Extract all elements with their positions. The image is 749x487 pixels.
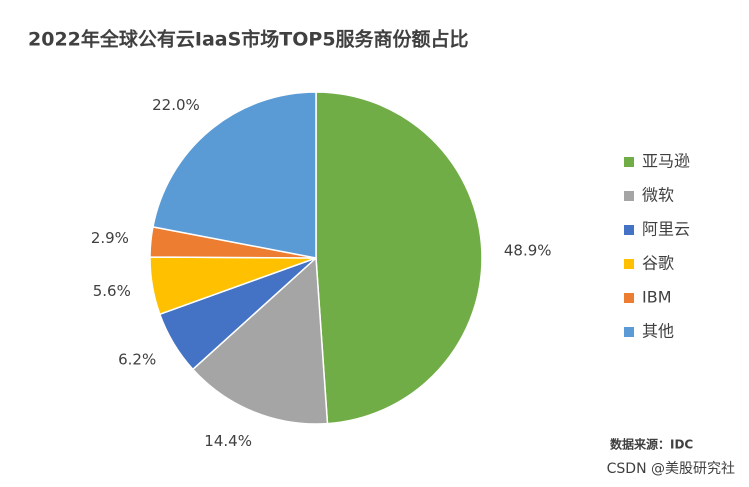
data-label: 5.6% xyxy=(93,282,131,300)
data-label: 14.4% xyxy=(204,432,252,450)
legend-swatch xyxy=(624,259,634,269)
legend-label: 微软 xyxy=(642,186,674,205)
data-label: 22.0% xyxy=(152,96,200,114)
pie-slice xyxy=(152,91,317,259)
data-label: 6.2% xyxy=(118,350,156,368)
legend-swatch xyxy=(624,293,634,303)
legend-swatch xyxy=(624,191,634,201)
data-label: 48.9% xyxy=(504,242,552,260)
watermark: CSDN @美股研究社 xyxy=(607,461,735,477)
legend-label: 阿里云 xyxy=(642,220,690,239)
source-note: 数据来源：IDC xyxy=(610,437,693,452)
legend-label: 谷歌 xyxy=(642,254,674,273)
chart-title: 2022年全球公有云IaaS市场TOP5服务商份额占比 xyxy=(28,28,469,51)
pie-slice xyxy=(315,91,483,425)
legend-swatch xyxy=(624,225,634,235)
legend-label: 亚马逊 xyxy=(642,152,690,171)
legend-label: IBM xyxy=(642,288,672,307)
pie-slice xyxy=(191,256,329,425)
legend-swatch xyxy=(624,157,634,167)
legend-label: 其他 xyxy=(642,322,674,341)
legend-swatch xyxy=(624,327,634,337)
data-label: 2.9% xyxy=(91,229,129,247)
